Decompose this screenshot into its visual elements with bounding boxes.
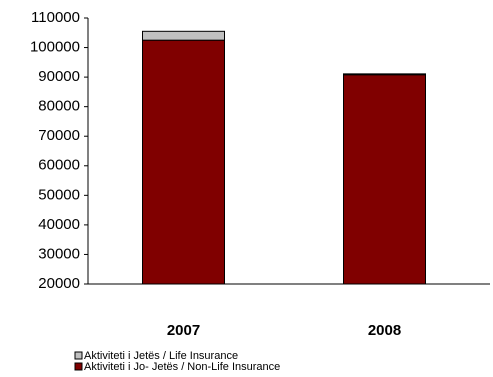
bar-segment (343, 73, 426, 76)
x-tick-label: 2008 (368, 322, 401, 339)
y-tick-label: 80000 (38, 98, 80, 115)
y-tick-label: 110000 (31, 9, 80, 26)
y-tick-label: 90000 (38, 68, 80, 85)
y-tick-label: 30000 (38, 245, 80, 262)
y-tick-label: 50000 (38, 186, 80, 203)
legend-swatch (74, 351, 83, 360)
bar-segment (142, 39, 225, 285)
bar-segment (142, 30, 225, 41)
bar-segment (343, 74, 426, 285)
y-tick-label: 60000 (38, 157, 80, 174)
y-tick-label: 100000 (30, 39, 80, 56)
legend-swatch (74, 362, 83, 371)
y-tick-label: 40000 (38, 216, 80, 233)
legend-label: Aktiviteti i Jetës / Life Insurance (84, 350, 238, 362)
x-tick-label: 2007 (167, 322, 200, 339)
y-tick-label: 20000 (38, 275, 80, 292)
legend-label: Aktiviteti i Jo- Jetës / Non-Life Insura… (84, 361, 280, 373)
y-tick-label: 70000 (38, 127, 80, 144)
